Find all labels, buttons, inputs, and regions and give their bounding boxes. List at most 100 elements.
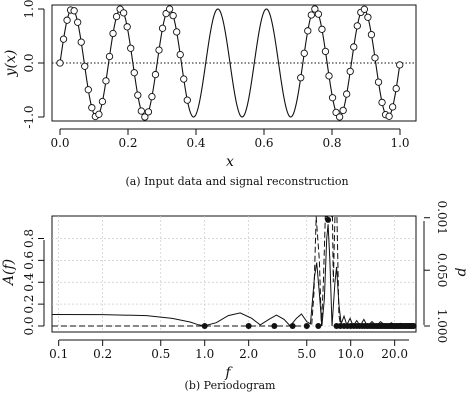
sample-point (56, 59, 64, 67)
sample-point (353, 22, 361, 30)
panel-a-x-tick-label: 0.2 (118, 136, 137, 150)
panel-b-x-tick-label: 2.0 (239, 347, 258, 361)
panel-a-x-axis: 0.0 0.2 0.4 0.6 0.8 1.0 x (50, 128, 410, 170)
sample-point (95, 110, 103, 118)
panel-b-x-tick-label: 10.0 (337, 347, 364, 361)
panel-a-y-tick-label: 1.0 (22, 0, 36, 19)
panel-b-y-tick-label: 0.2 (22, 295, 36, 314)
sample-point (112, 12, 121, 21)
sample-point (109, 29, 117, 38)
panel-b-y-axis-title: A(f) (1, 259, 17, 287)
sample-point (346, 67, 354, 76)
sample-point (176, 50, 184, 59)
sample-point (141, 113, 149, 121)
sample-point (70, 7, 78, 15)
sample-point (343, 90, 351, 98)
sample-point (137, 107, 145, 115)
sample-point (102, 77, 110, 85)
sample-point (63, 16, 71, 24)
sample-point (169, 11, 177, 20)
panel-a-y-axis: 1.0 0.0 -1.0 y(x) (3, 0, 45, 129)
sample-point (81, 62, 89, 70)
sample-point (183, 96, 191, 104)
panel-a-x-axis-title: x (226, 154, 234, 170)
periodogram-point (289, 323, 296, 329)
panel-a-x-tick-label: 0.6 (254, 136, 273, 150)
sample-point (307, 11, 315, 19)
panel-b-x-tick-label: 0.5 (151, 347, 170, 361)
sample-point (367, 30, 376, 39)
panel-a: 0.0 0.2 0.4 0.6 0.8 1.0 x 1.0 0.0 -1.0 y… (3, 0, 417, 188)
sample-point (360, 5, 369, 13)
sample-point (74, 18, 82, 26)
sample-point (151, 70, 160, 79)
panel-b-right-axis-title: p (454, 268, 470, 277)
panel-b-y-tick-label: 0.4 (22, 272, 36, 291)
panel-b-x-tick-label: 0.2 (93, 347, 112, 361)
panel-b-y-tick-label: 0.6 (22, 251, 36, 270)
sample-point (127, 44, 135, 52)
panel-a-caption: (a) Input data and signal reconstruction (125, 175, 348, 188)
sample-point (123, 23, 131, 31)
panel-b-right-tick-label: 1.000 (435, 309, 449, 343)
periodogram-point (201, 323, 208, 329)
panel-b-x-tick-label: 1.0 (195, 347, 214, 361)
panel-a-y-tick-label: 0.0 (22, 53, 36, 72)
sample-point (321, 47, 330, 56)
sample-point (371, 54, 379, 62)
panel-b-right-tick-label: 0.050 (435, 253, 449, 287)
panel-b-points (201, 216, 417, 329)
sample-point (314, 10, 323, 18)
sample-point (158, 24, 167, 32)
panel-a-y-axis-title: y(x) (3, 50, 19, 78)
sample-point (374, 78, 383, 86)
sample-point (77, 38, 85, 46)
panel-a-frame (51, 4, 417, 122)
sample-point (335, 113, 344, 121)
panel-a-x-tick-label: 1.0 (390, 136, 409, 150)
periodogram-point (410, 323, 417, 329)
sample-point (385, 112, 393, 120)
sample-point (350, 43, 358, 51)
sample-point (304, 27, 312, 35)
panel-b-x-axis-title: f (224, 365, 233, 381)
sample-point (180, 75, 188, 83)
sample-point (297, 74, 305, 82)
panel-b-x-tick-label: 0.1 (49, 347, 68, 361)
sample-point (165, 5, 174, 13)
panel-a-y-tick-label: -1.0 (22, 105, 36, 128)
panel-b-frame (51, 215, 417, 333)
periodogram-point (271, 323, 278, 329)
panel-b-x-tick-label: 20.0 (381, 347, 408, 361)
sample-point (134, 91, 142, 99)
sample-point (392, 84, 400, 93)
panel-b-right-tick-label: 0.001 (435, 201, 449, 235)
panel-b-x-tick-label: 5.0 (297, 347, 316, 361)
panel-b-x-axis: f 0.1 0.2 0.5 1.0 2.0 5.0 10.0 20.0 (49, 339, 409, 381)
panel-b-y-tick-label: 0.0 (22, 316, 36, 335)
sample-point (339, 106, 347, 115)
sample-point (311, 5, 319, 13)
sample-point (130, 69, 138, 77)
panel-b-y-tick-label: 0.8 (22, 229, 36, 248)
panel-a-sample-points (56, 5, 404, 121)
sample-point (325, 72, 333, 80)
panel-b-p-value-line (52, 216, 416, 327)
sample-point (84, 86, 92, 94)
sample-point (105, 52, 114, 61)
sample-point (173, 28, 181, 36)
sample-point (396, 61, 404, 69)
sample-point (144, 108, 153, 116)
sample-point (300, 49, 308, 57)
sample-point (318, 25, 326, 33)
sample-point (59, 35, 68, 43)
sample-point (120, 9, 128, 17)
panel-b: f 0.1 0.2 0.5 1.0 2.0 5.0 10.0 20.0 A(f) 0.0 0.2… (1, 201, 470, 392)
panel-a-x-tick-label: 0.4 (186, 136, 205, 150)
sample-point (148, 93, 156, 101)
panel-a-x-tick-label: 0.8 (322, 136, 341, 150)
sample-point (328, 94, 337, 102)
periodogram-point (303, 323, 310, 329)
periodogram-point (245, 323, 252, 329)
